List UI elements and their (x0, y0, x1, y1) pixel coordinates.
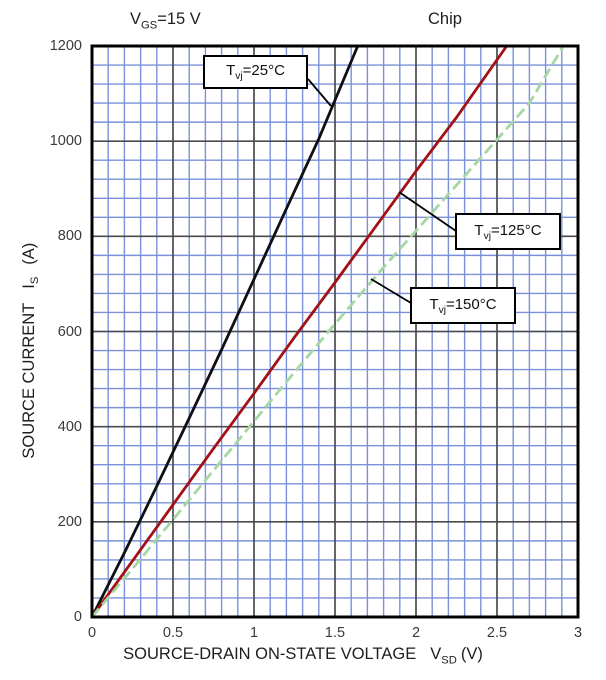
y-tick-label: 400 (57, 418, 82, 435)
x-axis-title: SOURCE-DRAIN ON-STATE VOLTAGE VSD (V) (0, 645, 606, 666)
callout-tvj-125c: Tvj=125°C (455, 213, 561, 250)
condition-sub: GS (141, 19, 158, 32)
y-title-symbol-sub: S (28, 276, 41, 285)
callout-125-base: T (474, 221, 484, 239)
callout-150-sub: vj (438, 304, 446, 316)
callout-tvj-25c: Tvj=25°C (203, 55, 308, 89)
condition-rest: =15 V (157, 10, 201, 28)
x-tick-label: 0.5 (162, 625, 184, 641)
callout-leader-line (398, 191, 457, 232)
callout-tvj-150c: Tvj=150°C (410, 287, 516, 324)
x-tick-label: 0 (87, 625, 97, 641)
callout-150-base: T (429, 295, 439, 313)
curve-Tvj=25C (90, 45, 359, 618)
curve-Tvj=125C (90, 45, 508, 618)
x-tick-label: 2 (411, 625, 421, 641)
y-tick-label: 1200 (49, 38, 82, 54)
y-tick-label: 0 (73, 609, 82, 625)
callout-25-sub: vj (235, 71, 243, 82)
callout-125-sub: vj (483, 230, 491, 242)
callout-150-rest: =150°C (445, 295, 497, 313)
callout-125-rest: =125°C (490, 221, 542, 239)
y-tick-label: 200 (57, 513, 82, 530)
callout-25-rest: =25°C (242, 62, 285, 79)
x-tick-label: 1.5 (324, 625, 346, 641)
y-title-text: SOURCE CURRENT (19, 302, 38, 459)
callout-25-base: T (226, 62, 236, 79)
y-axis-title: SOURCE CURRENT IS (A) (19, 65, 40, 636)
x-tick-label: 1 (249, 625, 259, 641)
x-title-unit: (V) (460, 645, 483, 663)
plot-border (90, 44, 580, 619)
y-title-unit: (A) (19, 242, 38, 265)
y-tick-label: 1000 (49, 133, 82, 150)
x-tick-label: 3 (573, 625, 583, 641)
gate-voltage-condition-label: VGS=15 V (130, 10, 201, 31)
y-tick-label: 800 (57, 228, 82, 245)
chip-label: Chip (428, 10, 462, 28)
curve-Tvj=150C (90, 45, 565, 618)
callout-leader-line (307, 78, 332, 107)
y-title-symbol: I (19, 284, 38, 289)
y-tick-label: 600 (57, 323, 82, 340)
x-title-symbol: V (430, 645, 442, 663)
condition-base: V (130, 10, 142, 28)
x-tick-label: 2.5 (486, 625, 508, 641)
x-title-symbol-sub: SD (441, 654, 457, 667)
callout-leader-line (370, 278, 412, 304)
x-title-text: SOURCE-DRAIN ON-STATE VOLTAGE (123, 645, 417, 663)
